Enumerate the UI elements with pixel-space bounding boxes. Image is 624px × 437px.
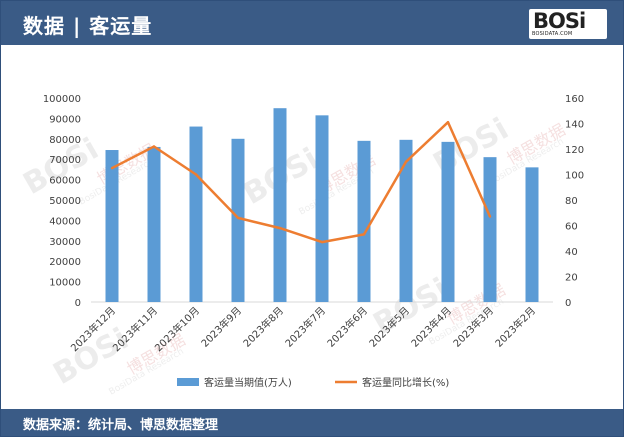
bar — [315, 115, 329, 302]
y-right-tick-label: 80 — [565, 196, 578, 207]
bar — [147, 146, 161, 302]
bar — [357, 140, 371, 302]
line-point — [278, 226, 282, 230]
bar — [483, 157, 497, 302]
line-point — [362, 233, 366, 236]
y-left-tick-label: 50000 — [49, 196, 81, 207]
y-left-tick-label: 0 — [75, 298, 81, 309]
x-tick-label: 2023年2月 — [492, 304, 538, 350]
y-right-tick-label: 100 — [565, 171, 584, 182]
y-left-tick-label: 30000 — [49, 237, 81, 248]
legend-line-label: 客运量同比增长(%) — [362, 376, 449, 389]
logo-subtext: BOSIDATA.COM — [532, 31, 573, 37]
footer-bar: 数据来源：统计局、博思数据整理 — [1, 409, 623, 436]
data-source: 数据来源：统计局、博思数据整理 — [23, 418, 219, 433]
y-right-tick-label: 140 — [565, 120, 584, 131]
x-tick-label: 2023年9月 — [198, 304, 244, 350]
legend-bar-swatch — [177, 378, 199, 386]
y-right-tick-label: 20 — [565, 273, 578, 284]
x-tick-label: 2023年6月 — [324, 304, 370, 350]
legend-bar-label: 客运量当期值(万人) — [204, 376, 292, 389]
bar — [105, 150, 119, 302]
y-left-tick-label: 10000 — [49, 278, 81, 289]
line-point — [404, 160, 408, 163]
y-right-tick-label: 60 — [565, 222, 578, 233]
line-point — [446, 121, 450, 124]
bar — [441, 141, 455, 302]
y-right-tick-label: 40 — [565, 247, 578, 258]
y-right-tick-label: 120 — [565, 145, 584, 156]
bar — [231, 138, 245, 302]
bar — [525, 167, 539, 302]
y-left-tick-label: 60000 — [49, 176, 81, 187]
x-tick-label: 2023年7月 — [282, 304, 328, 350]
y-left-tick-label: 100000 — [43, 94, 81, 105]
bar — [273, 108, 287, 302]
y-left-tick-label: 80000 — [49, 135, 81, 146]
line-point — [236, 216, 240, 220]
y-left-tick-label: 70000 — [49, 155, 81, 166]
y-left-tick-label: 90000 — [49, 114, 81, 125]
growth-line — [111, 120, 492, 244]
line-point — [320, 240, 324, 244]
page-title: 数据 | 客运量 — [23, 14, 153, 38]
y-right-tick-label: 160 — [565, 94, 584, 105]
y-left-tick-label: 40000 — [49, 216, 81, 227]
line-point — [110, 166, 114, 170]
line-point — [194, 173, 198, 176]
y-right-tick-label: 0 — [565, 298, 571, 309]
brand-logo: BOSi BOSIDATA.COM — [529, 9, 607, 39]
line-point — [488, 215, 492, 218]
bar — [399, 139, 413, 302]
bar — [189, 126, 203, 302]
header-bar: 数据 | 客运量 BOSi BOSIDATA.COM — [1, 1, 623, 45]
y-left-tick-label: 20000 — [49, 257, 81, 268]
logo-word: BOSi — [533, 9, 586, 33]
line-point — [152, 145, 156, 148]
x-tick-label: 2023年8月 — [240, 304, 286, 350]
